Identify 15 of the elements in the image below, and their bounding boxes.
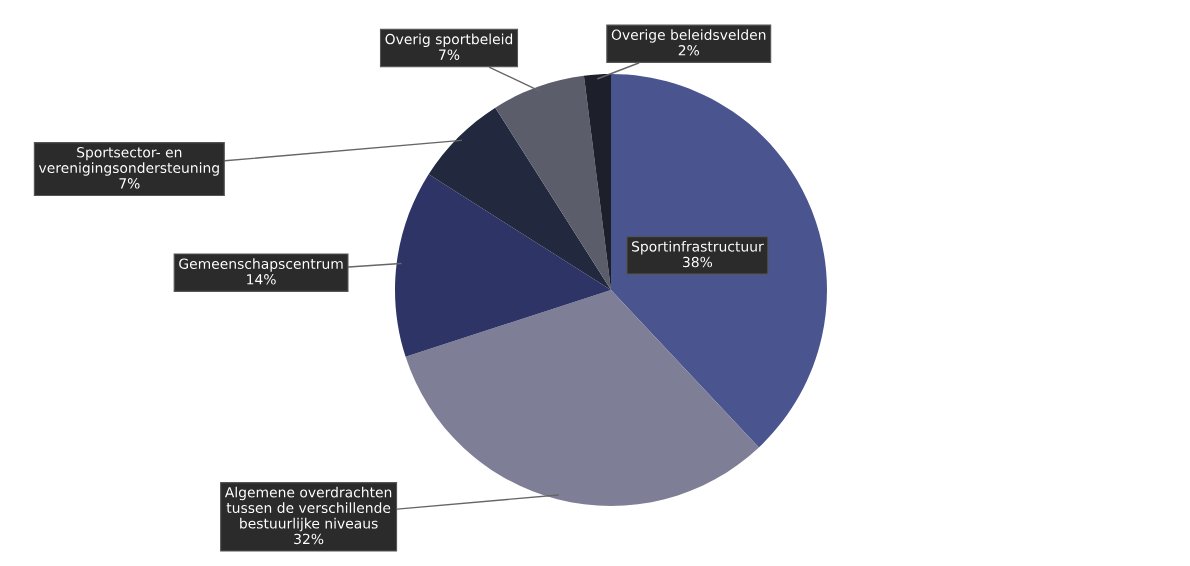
pie-slice (395, 174, 611, 357)
slice-label: Overige beleidsvelden (611, 29, 766, 43)
slice-label: Sportsector- en verenigingsondersteuning (38, 147, 219, 176)
slice-label: Overig sportbeleid (385, 33, 513, 48)
data-label: 38% (683, 256, 713, 268)
slice-label: Gemeenschapscentrum (179, 258, 343, 272)
slice-label: Algemene overdrachten tussen de verschillende bestuurlijke niveaus (224, 486, 392, 532)
pie-slice (405, 290, 759, 506)
data-label: 32% (294, 533, 324, 545)
data-label: 7% (439, 49, 460, 60)
data-label: 7% (119, 178, 140, 189)
pie-slice (428, 107, 611, 290)
data-label: 2% (678, 45, 700, 56)
data-label: 14% (247, 274, 276, 285)
slice-label: Sportinfrastructuur (631, 240, 764, 255)
